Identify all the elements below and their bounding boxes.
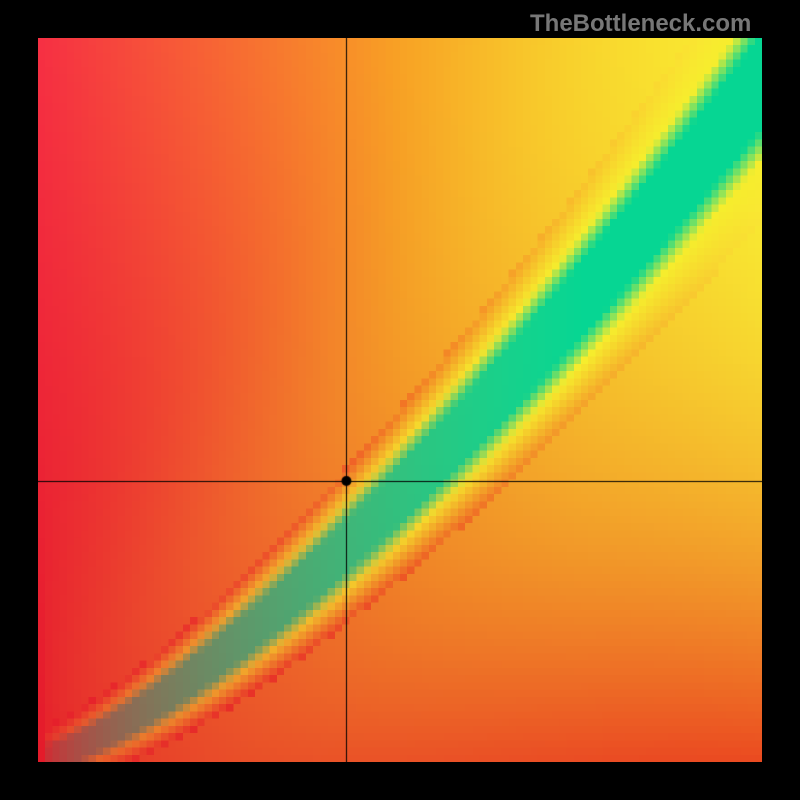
chart-container: TheBottleneck.com	[0, 0, 800, 800]
crosshair-overlay	[38, 38, 762, 762]
watermark-text: TheBottleneck.com	[530, 10, 751, 38]
